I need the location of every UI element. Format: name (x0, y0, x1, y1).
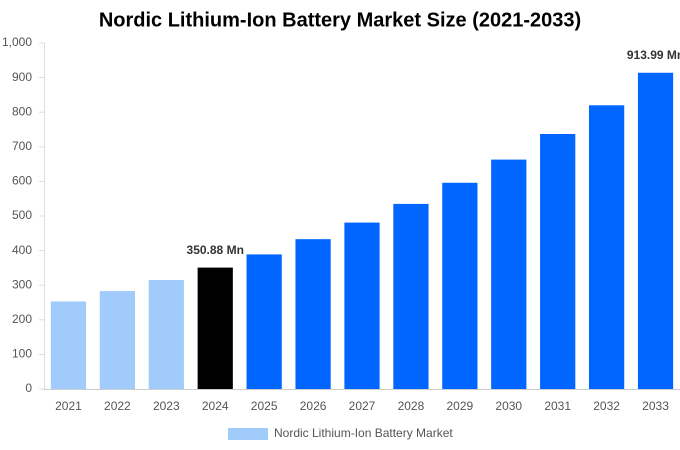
y-tick-label: 900 (12, 70, 32, 84)
x-tick-label: 2031 (544, 399, 571, 413)
bar (540, 133, 576, 389)
chart-title: Nordic Lithium-Ion Battery Market Size (… (99, 9, 581, 31)
y-tick-label: 400 (12, 243, 32, 257)
bar (637, 72, 674, 389)
y-tick-label: 300 (12, 277, 32, 291)
bar (246, 254, 282, 389)
y-tick-label: 700 (12, 139, 32, 153)
bar (442, 182, 478, 389)
x-tick-label: 2030 (495, 399, 522, 413)
y-tick-label: 500 (12, 208, 32, 222)
y-tick-label: 200 (12, 312, 32, 326)
x-tick-label: 2022 (104, 399, 131, 413)
x-tick-label: 2023 (153, 399, 180, 413)
x-tick-label: 2032 (593, 399, 620, 413)
y-tick-label: 800 (12, 104, 32, 118)
x-tick-label: 2021 (55, 399, 82, 413)
y-tick-label: 1,000 (2, 35, 32, 49)
x-tick-label: 2028 (398, 399, 425, 413)
x-tick-label: 2024 (202, 399, 229, 413)
bar (197, 267, 233, 389)
value-label: 913.99 Mn (627, 48, 680, 62)
legend-swatch (228, 428, 268, 440)
bar (589, 105, 625, 389)
x-tick-label: 2026 (300, 399, 327, 413)
x-tick-label: 2025 (251, 399, 278, 413)
bar (148, 280, 184, 389)
y-tick-label: 0 (25, 381, 32, 395)
value-label: 350.88 Mn (187, 243, 244, 257)
x-tick-label: 2029 (446, 399, 473, 413)
y-tick-label: 600 (12, 174, 32, 188)
x-tick-label: 2027 (349, 399, 376, 413)
bar (50, 301, 87, 389)
bar (393, 203, 429, 389)
legend-label: Nordic Lithium-Ion Battery Market (274, 426, 453, 440)
bar (99, 291, 135, 389)
bar (344, 222, 380, 389)
y-tick-label: 100 (12, 347, 32, 361)
bar (491, 159, 527, 389)
bar (295, 239, 331, 389)
x-tick-label: 2033 (642, 399, 669, 413)
